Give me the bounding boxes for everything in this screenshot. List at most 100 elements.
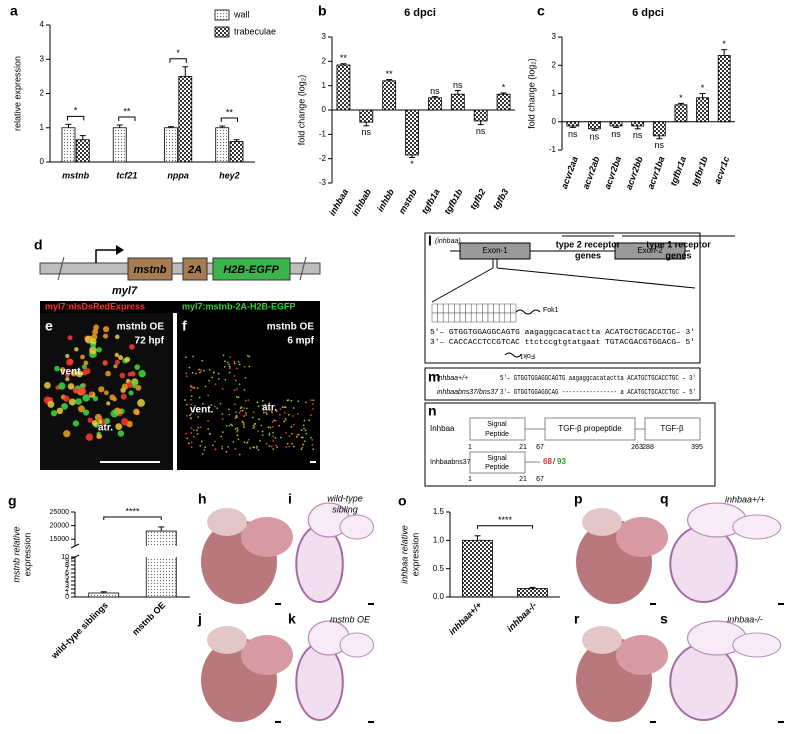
nucleus: [288, 413, 290, 416]
nucleus: [92, 328, 99, 335]
nucleus: [208, 368, 211, 371]
legend-label: wall: [233, 9, 250, 19]
base-box: [487, 303, 494, 314]
y-tick-label: 0: [552, 117, 557, 126]
significance-label: ns: [655, 140, 665, 150]
nucleus: [236, 427, 239, 430]
nucleus: [305, 432, 308, 435]
label: vent.: [60, 367, 84, 378]
nucleus: [293, 423, 295, 426]
significance-label: ****: [125, 506, 140, 516]
nucleus: [207, 428, 210, 430]
nucleus: [103, 390, 109, 396]
nucleus: [94, 413, 102, 421]
nucleus: [135, 384, 142, 391]
nucleus: [102, 360, 108, 366]
y-tick-label: 1: [322, 81, 327, 90]
nucleus: [288, 435, 291, 438]
base-box: [442, 303, 450, 314]
nucleus: [287, 399, 290, 402]
y-tick-label: 0: [40, 157, 45, 166]
nucleus: [253, 423, 256, 426]
nucleus: [246, 441, 248, 444]
nucleus: [113, 364, 118, 369]
label: Fok1: [519, 352, 535, 359]
nucleus: [75, 370, 83, 378]
panel-frame: [424, 367, 701, 401]
nucleus: [312, 407, 314, 410]
nucleus: [275, 410, 278, 413]
base-box: [454, 312, 461, 323]
arrow-head: [116, 245, 124, 255]
nucleus: [78, 405, 85, 413]
exon-box: [614, 242, 686, 260]
label: TGF-β: [660, 424, 684, 433]
nucleus: [312, 448, 315, 451]
nucleus: [199, 370, 202, 373]
label: 3'– CACCACCTCCGTCAC ttctccgtgtatgaat TGT…: [430, 339, 695, 347]
base-box: [470, 303, 478, 314]
nucleus: [203, 448, 206, 451]
label: 68: [543, 457, 552, 466]
nucleus: [65, 353, 70, 359]
nucleus: [303, 419, 306, 422]
nucleus: [276, 446, 279, 449]
significance-label: **: [386, 69, 394, 79]
significance-label: ns: [611, 129, 621, 139]
nucleus: [124, 356, 131, 363]
y-tick-label: 4: [40, 20, 45, 29]
nucleus: [188, 366, 191, 369]
nucleus: [281, 406, 284, 409]
heart-image: [241, 517, 293, 557]
nucleus: [268, 402, 271, 405]
nucleus: [302, 443, 304, 446]
label: wild-type: [327, 493, 363, 503]
nucleus: [274, 419, 277, 422]
x-tick-label: acvr2ba: [602, 155, 623, 190]
bar: [696, 97, 709, 123]
nucleus: [300, 448, 303, 451]
y-tick-label: 0.0: [433, 592, 445, 601]
nucleus: [245, 407, 248, 410]
nucleus: [185, 372, 188, 375]
nucleus: [196, 387, 199, 390]
nucleus: [216, 407, 219, 410]
nucleus: [237, 438, 240, 441]
label: 3'– GTGGTGGAGGCAG ---------------- a ACA…: [500, 389, 696, 397]
x-tick-label: inhbaa-/-: [505, 600, 539, 634]
nucleus: [195, 372, 197, 375]
nucleus: [67, 383, 75, 390]
legend-swatch: [214, 9, 230, 21]
y-tick-label: 2: [552, 60, 557, 69]
label: (inhbaa): [435, 238, 461, 245]
nucleus: [291, 442, 293, 445]
nucleus: [201, 452, 204, 455]
panel-label: o: [398, 493, 407, 509]
nucleus: [303, 440, 306, 443]
nucleus: [295, 435, 298, 438]
significance-label: ns: [362, 127, 372, 137]
nucleus: [67, 335, 73, 341]
group-label: type 2 receptor: [556, 239, 621, 249]
nucleus: [190, 446, 193, 449]
bar: [178, 75, 193, 163]
bar: [473, 109, 488, 122]
nucleus: [203, 369, 205, 372]
histology-image: [339, 632, 374, 658]
nucleus: [296, 413, 299, 415]
nucleus: [190, 413, 193, 415]
nucleus: [311, 439, 314, 441]
x-tick-label: nppa: [167, 170, 189, 180]
y-tick-label: 8: [65, 562, 69, 569]
label: k: [288, 611, 296, 627]
heart-image: [582, 508, 622, 536]
label: r: [574, 611, 580, 627]
nucleus: [187, 442, 190, 445]
label: 2A: [187, 264, 202, 276]
significance-label: ns: [430, 86, 440, 96]
nucleus: [300, 429, 303, 431]
nucleus: [70, 370, 78, 377]
nucleus: [184, 399, 186, 401]
nucleus: [286, 442, 289, 445]
y-tick-label: 1.0: [433, 535, 445, 544]
